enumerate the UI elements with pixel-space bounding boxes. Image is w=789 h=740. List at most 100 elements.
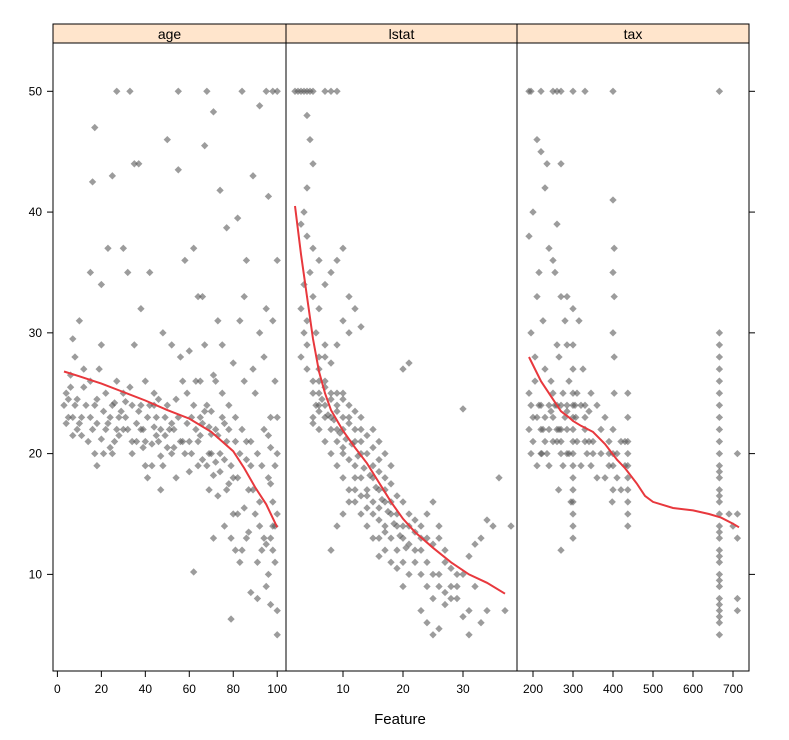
data-point (715, 558, 724, 566)
data-point (733, 606, 742, 615)
data-point (609, 329, 617, 337)
data-point (333, 256, 341, 265)
data-point (216, 186, 224, 195)
data-point (587, 389, 595, 397)
data-point (369, 425, 377, 434)
data-point (190, 568, 198, 576)
data-point (715, 474, 724, 482)
data-point (345, 419, 353, 428)
data-point (551, 268, 559, 277)
data-point (143, 413, 152, 422)
data-point (535, 268, 543, 277)
data-point (233, 474, 242, 482)
data-point (218, 389, 226, 397)
data-point (271, 377, 279, 385)
data-point (327, 359, 335, 367)
data-point (429, 594, 437, 603)
data-point (255, 498, 264, 506)
data-point (733, 594, 742, 603)
y-tick-label: 50 (29, 84, 43, 98)
data-point (264, 474, 273, 482)
data-point (547, 377, 555, 385)
data-point (733, 534, 742, 542)
data-point (185, 347, 193, 355)
data-point (238, 425, 246, 434)
data-point (447, 582, 455, 591)
data-point (605, 462, 613, 470)
data-point (309, 419, 317, 428)
data-point (130, 160, 139, 168)
data-point (527, 449, 535, 458)
data-point (715, 449, 724, 458)
data-point (297, 305, 305, 313)
data-point (715, 582, 724, 591)
data-point (183, 419, 191, 428)
x-tick-label: 600 (683, 682, 703, 696)
data-point (624, 413, 632, 422)
data-point (121, 398, 130, 406)
data-point (601, 413, 609, 422)
data-point (363, 449, 371, 458)
data-point (88, 425, 97, 434)
data-point (417, 546, 425, 554)
data-point (339, 389, 347, 397)
data-point (447, 564, 455, 573)
data-point (465, 552, 473, 560)
data-point (405, 510, 413, 518)
panel-tax: tax 200 300 400 500 600 700 (516, 23, 750, 696)
data-point (581, 87, 589, 95)
data-point (128, 449, 136, 458)
data-point (387, 480, 395, 488)
data-point (159, 462, 167, 470)
data-point (459, 612, 467, 621)
data-point (357, 510, 365, 518)
data-point (393, 546, 401, 554)
data-point (327, 268, 335, 277)
data-point (399, 558, 407, 566)
data-point (345, 455, 353, 464)
x-tick-label: 400 (603, 682, 623, 696)
data-point (569, 449, 577, 458)
data-point (192, 377, 200, 385)
data-point (613, 449, 621, 458)
x-tick-label: 30 (456, 682, 470, 696)
data-point (126, 87, 134, 95)
data-point (218, 413, 226, 422)
data-point (99, 407, 108, 416)
data-point (258, 462, 266, 470)
data-point (557, 160, 565, 168)
data-point (97, 341, 106, 349)
data-point (119, 425, 128, 434)
data-point (255, 102, 264, 110)
data-point (315, 256, 323, 265)
data-point (269, 317, 277, 325)
data-point (369, 534, 377, 542)
data-point (529, 437, 537, 446)
data-point (269, 498, 277, 506)
data-point (624, 522, 632, 530)
data-point (537, 425, 545, 434)
data-point (266, 413, 275, 422)
data-point (231, 546, 240, 554)
data-point (163, 443, 171, 452)
data-point (262, 540, 270, 548)
data-point (242, 256, 251, 265)
data-point (236, 558, 244, 566)
data-point (569, 510, 577, 518)
data-point (585, 407, 593, 416)
data-point (174, 166, 182, 174)
data-point (375, 504, 383, 512)
data-point (545, 244, 553, 252)
data-point (271, 462, 279, 470)
data-point (321, 401, 329, 409)
data-point (249, 172, 257, 180)
data-point (327, 87, 335, 95)
data-point (266, 480, 275, 488)
data-point (393, 564, 401, 573)
data-point (170, 443, 178, 452)
data-point (218, 341, 226, 349)
data-point (315, 305, 323, 313)
data-point (541, 437, 549, 446)
data-point (609, 425, 617, 434)
data-point (333, 87, 341, 95)
